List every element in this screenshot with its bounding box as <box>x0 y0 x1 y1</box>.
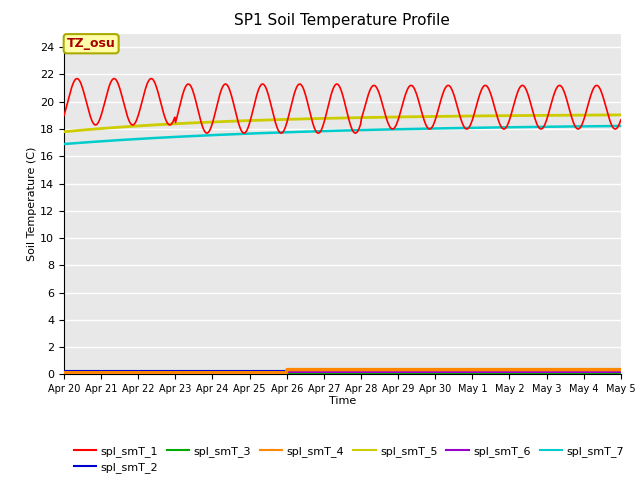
Line: spl_smT_7: spl_smT_7 <box>64 126 621 144</box>
spl_smT_5 <box>184 120 192 126</box>
spl_smT_3 <box>410 371 418 377</box>
spl_smT_7 <box>426 126 434 132</box>
spl_smT_6 <box>184 369 192 375</box>
Legend: spl_smT_1, spl_smT_2, spl_smT_3, spl_smT_4, spl_smT_5, spl_smT_6, spl_smT_7: spl_smT_1, spl_smT_2, spl_smT_3, spl_smT… <box>70 441 628 478</box>
spl_smT_7 <box>214 132 221 138</box>
spl_smT_1 <box>70 79 78 84</box>
spl_smT_3 <box>426 371 434 377</box>
spl_smT_7 <box>60 141 68 147</box>
spl_smT_2 <box>60 368 68 373</box>
spl_smT_1 <box>214 98 222 104</box>
spl_smT_2 <box>214 368 221 373</box>
spl_smT_2 <box>127 368 135 373</box>
spl_smT_4 <box>127 370 135 376</box>
spl_smT_4 <box>283 367 291 372</box>
spl_smT_6 <box>70 369 78 375</box>
spl_smT_3 <box>127 371 135 377</box>
spl_smT_5 <box>214 119 221 125</box>
spl_smT_2 <box>426 368 434 373</box>
spl_smT_4 <box>70 370 78 376</box>
spl_smT_1 <box>60 112 68 118</box>
Line: spl_smT_4: spl_smT_4 <box>64 370 621 373</box>
spl_smT_4 <box>617 367 625 372</box>
spl_smT_3 <box>60 371 68 377</box>
Line: spl_smT_1: spl_smT_1 <box>64 79 621 133</box>
spl_smT_4 <box>214 370 221 376</box>
spl_smT_3 <box>617 371 625 377</box>
spl_smT_7 <box>70 140 78 146</box>
spl_smT_1 <box>428 125 436 131</box>
spl_smT_5 <box>426 114 434 120</box>
spl_smT_3 <box>184 371 192 377</box>
spl_smT_1 <box>412 89 419 95</box>
X-axis label: Time: Time <box>329 396 356 406</box>
spl_smT_7 <box>184 133 192 139</box>
spl_smT_1 <box>128 122 136 128</box>
spl_smT_1 <box>617 117 625 123</box>
spl_smT_5 <box>617 112 625 118</box>
spl_smT_4 <box>428 367 435 372</box>
spl_smT_6 <box>214 369 221 375</box>
spl_smT_7 <box>617 123 625 129</box>
spl_smT_2 <box>184 368 192 373</box>
spl_smT_5 <box>70 128 78 134</box>
spl_smT_2 <box>617 368 625 373</box>
spl_smT_4 <box>411 367 419 372</box>
spl_smT_2 <box>70 368 78 373</box>
spl_smT_6 <box>617 369 625 375</box>
spl_smT_7 <box>127 136 135 142</box>
spl_smT_3 <box>70 371 78 377</box>
spl_smT_1 <box>74 76 81 82</box>
Line: spl_smT_5: spl_smT_5 <box>64 115 621 132</box>
spl_smT_4 <box>60 370 68 376</box>
Y-axis label: Soil Temperature (C): Soil Temperature (C) <box>28 147 37 261</box>
spl_smT_5 <box>410 114 418 120</box>
spl_smT_6 <box>410 369 418 375</box>
Text: TZ_osu: TZ_osu <box>67 37 116 50</box>
spl_smT_6 <box>426 369 434 375</box>
spl_smT_6 <box>127 369 135 375</box>
Title: SP1 Soil Temperature Profile: SP1 Soil Temperature Profile <box>234 13 451 28</box>
spl_smT_7 <box>410 126 418 132</box>
spl_smT_4 <box>184 370 192 376</box>
spl_smT_5 <box>60 129 68 134</box>
spl_smT_6 <box>60 369 68 375</box>
spl_smT_2 <box>410 368 418 373</box>
spl_smT_1 <box>185 81 193 87</box>
spl_smT_5 <box>127 123 135 129</box>
spl_smT_3 <box>214 371 221 377</box>
spl_smT_1 <box>351 130 359 136</box>
